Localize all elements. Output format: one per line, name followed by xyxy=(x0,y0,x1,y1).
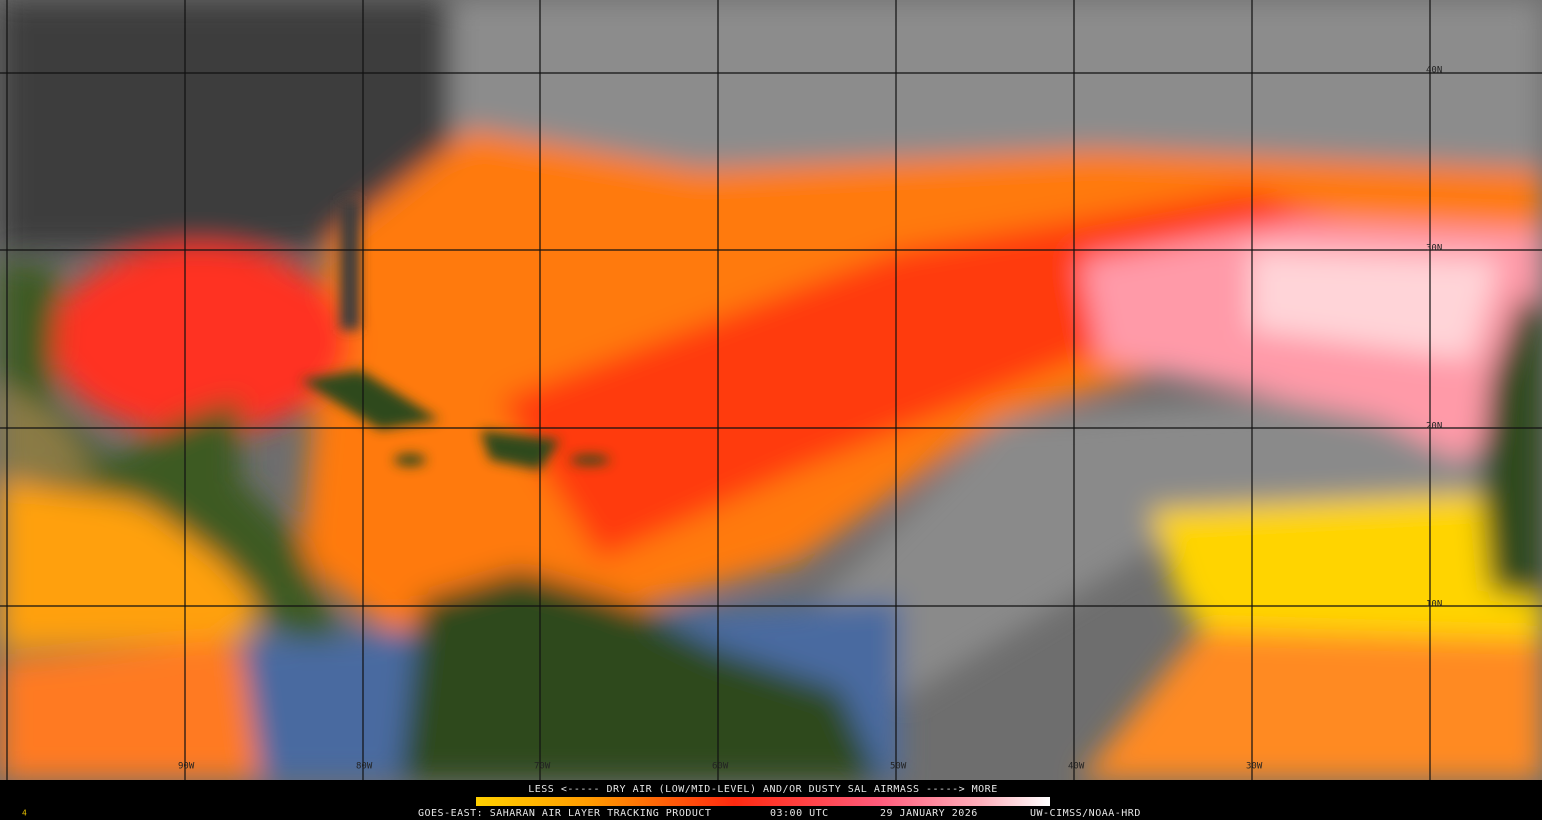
longitude-label: 40W xyxy=(1068,762,1085,772)
graticule xyxy=(0,0,1542,780)
credit: UW-CIMSS/NOAA-HRD xyxy=(1030,808,1141,819)
latitude-label: 20N xyxy=(1426,422,1442,432)
longitude-label: 70W xyxy=(534,762,551,772)
latitude-label: 10N xyxy=(1426,600,1442,610)
longitude-label: 50W xyxy=(890,762,907,772)
latitude-label: 40N xyxy=(1426,66,1442,76)
longitude-label: 60W xyxy=(712,762,729,772)
frame-number: 4 xyxy=(22,809,27,818)
longitude-label: 90W xyxy=(178,762,195,772)
date: 29 JANUARY 2026 xyxy=(880,808,978,819)
longitude-label: 30W xyxy=(1246,762,1263,772)
time: 03:00 UTC xyxy=(770,808,829,819)
legend-color-bar xyxy=(476,797,1050,806)
imagery xyxy=(0,0,1542,780)
product-name: GOES-EAST: SAHARAN AIR LAYER TRACKING PR… xyxy=(418,808,711,819)
latitude-label: 30N xyxy=(1426,244,1442,254)
legend-text: LESS <----- DRY AIR (LOW/MID-LEVEL) AND/… xyxy=(528,784,997,795)
longitude-label: 80W xyxy=(356,762,373,772)
